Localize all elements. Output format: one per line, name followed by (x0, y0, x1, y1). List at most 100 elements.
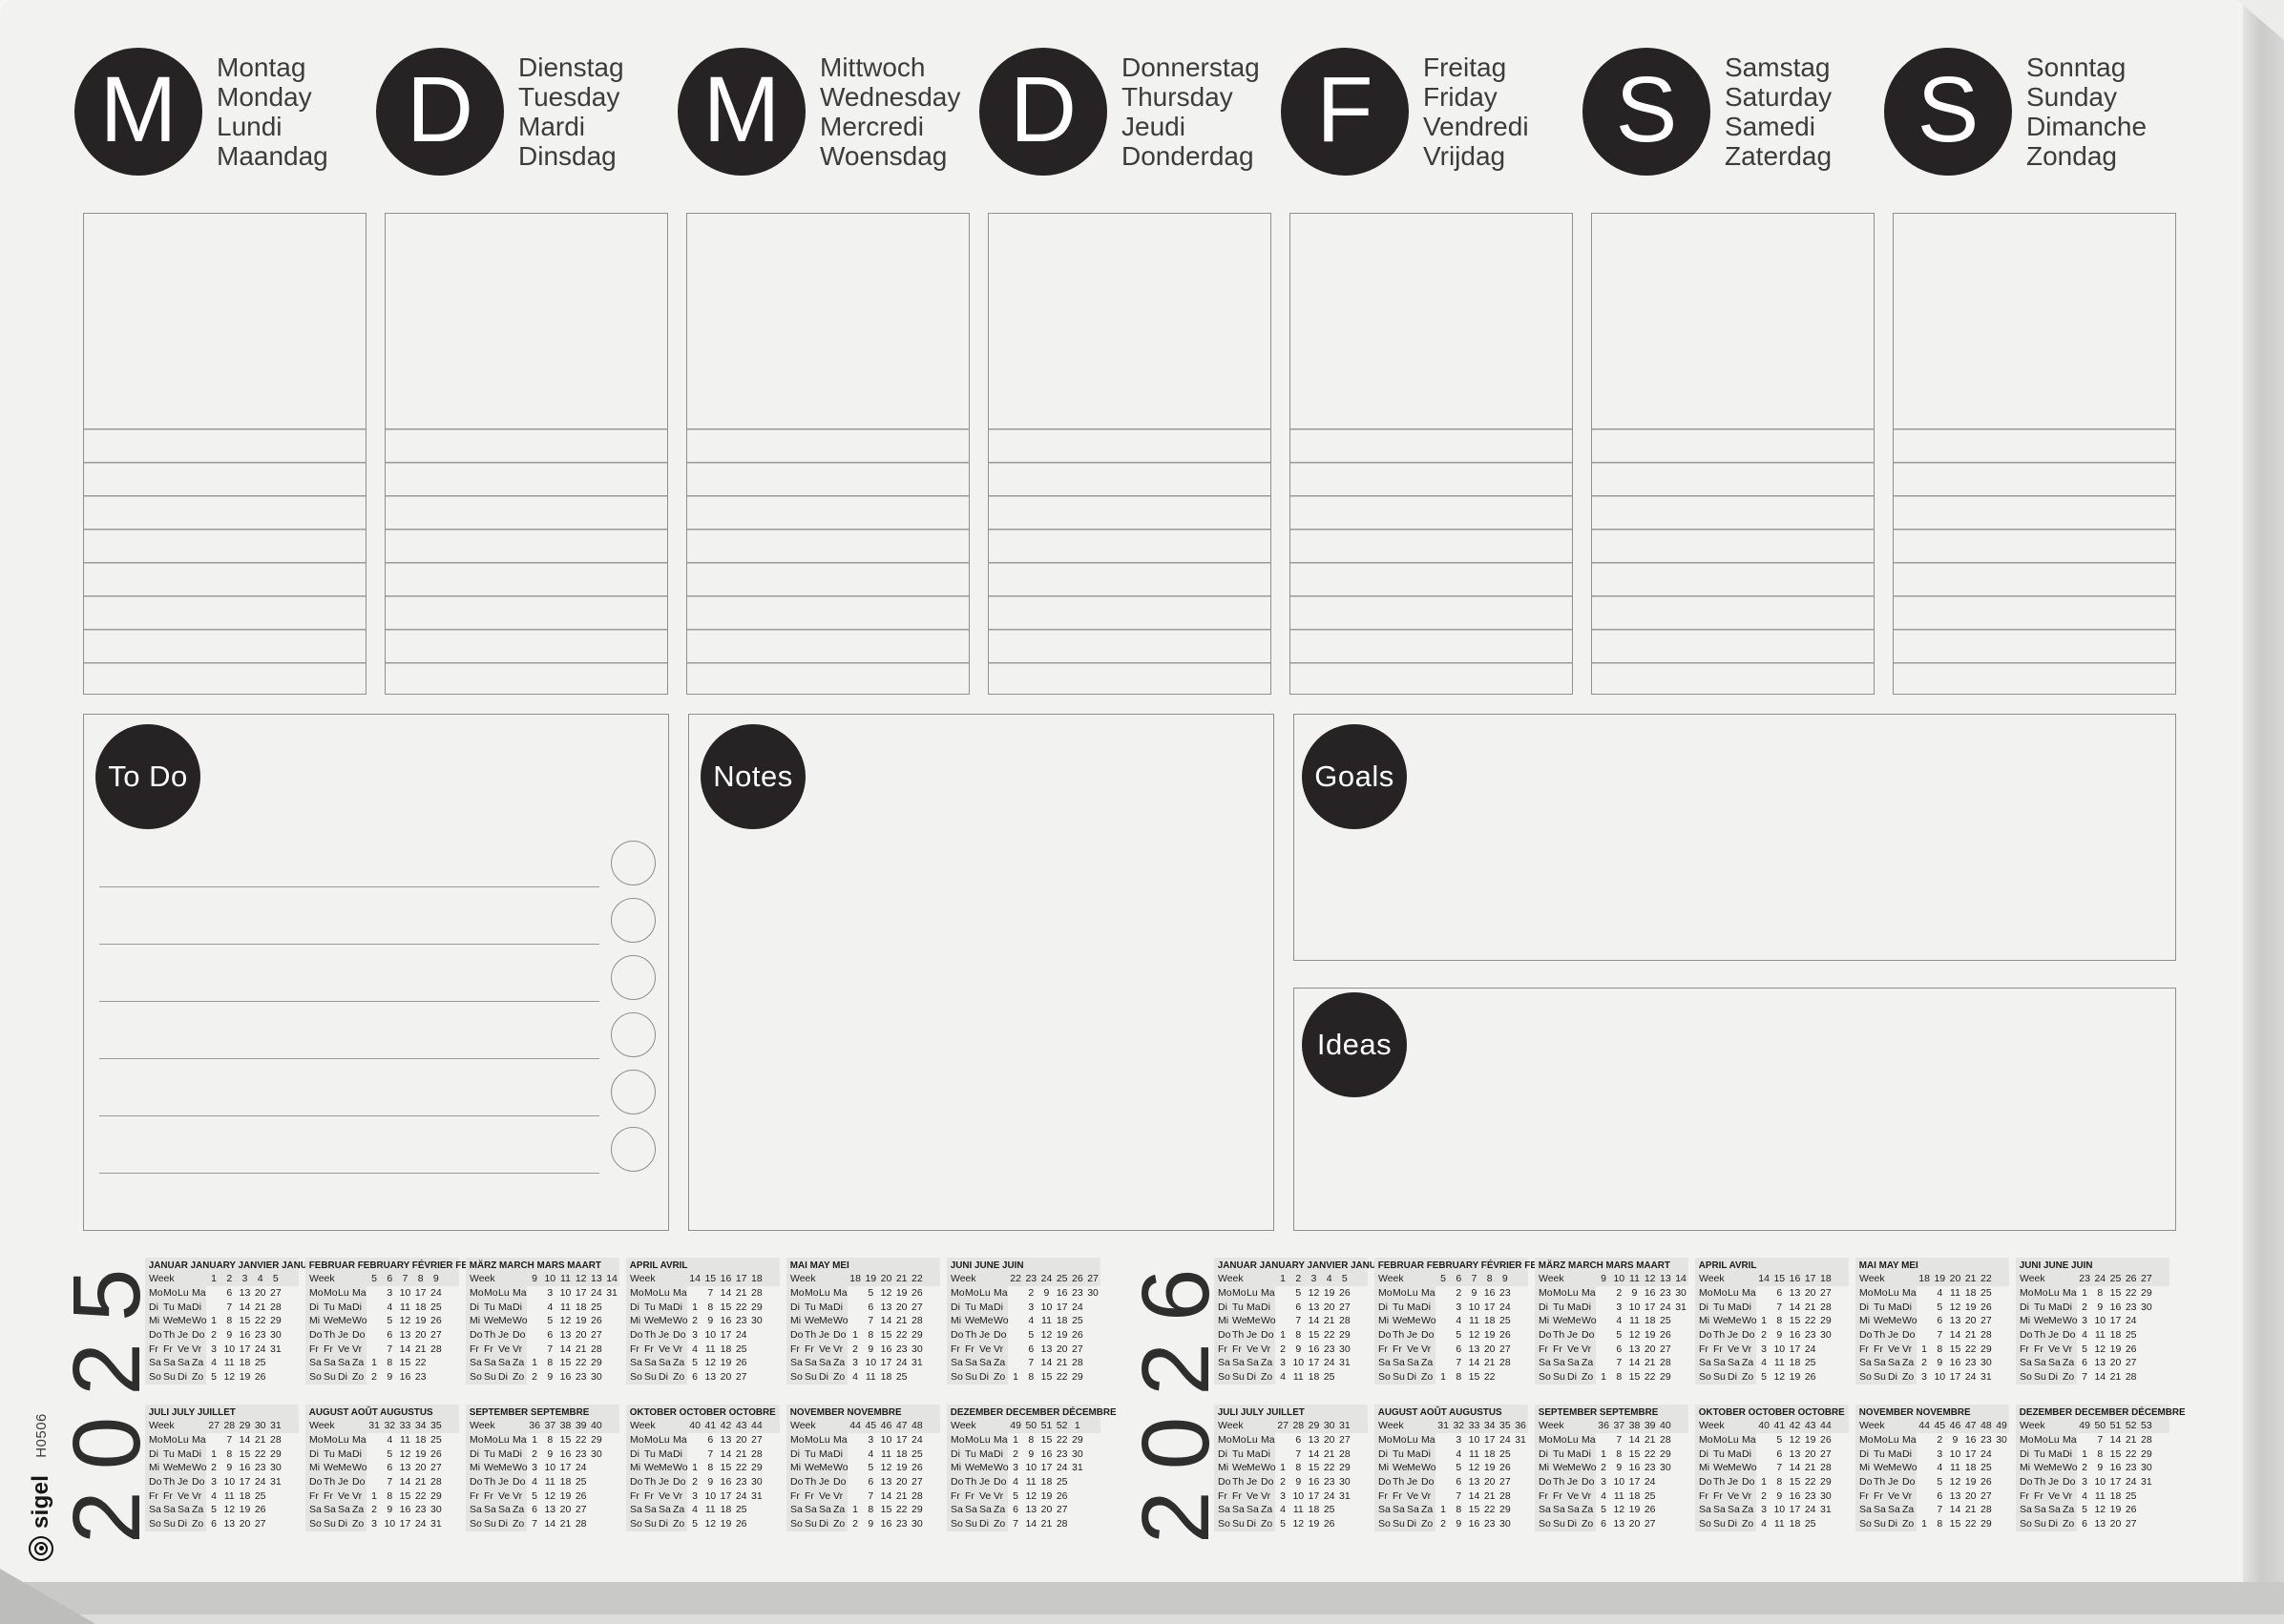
day-number: 5 (1601, 1504, 1607, 1516)
sigel-logo-icon (29, 1536, 53, 1561)
day-number: 12 (544, 1489, 556, 1502)
day-abbrev: Mo (163, 1287, 178, 1299)
day-number: 24 (1804, 1343, 1816, 1355)
day-number: 19 (1789, 1371, 1801, 1384)
day-number: 23 (1804, 1489, 1816, 1502)
todo-checkbox-circle[interactable] (611, 955, 656, 1000)
week-number: 36 (1515, 1420, 1526, 1431)
year-label-2025: 2025 (53, 1247, 160, 1544)
day-column-tuesday[interactable] (385, 213, 668, 695)
day-number: 7 (532, 1518, 538, 1530)
day-number: 21 (1644, 1357, 1656, 1369)
day-abbrev: Ma (1742, 1287, 1756, 1299)
day-abbrev: Tu (644, 1447, 656, 1460)
todo-line[interactable] (99, 944, 599, 945)
week-number: 5 (371, 1273, 378, 1284)
day-abbrev: Ma (1728, 1447, 1742, 1460)
day-number: 4 (387, 1434, 393, 1446)
todo-checkbox-circle[interactable] (611, 1070, 656, 1114)
calendar-day-row: Mi We Me Wo 1 8 15 22 29 (1214, 1461, 1368, 1476)
day-number: 9 (1952, 1434, 1959, 1446)
todo-line[interactable] (99, 1173, 599, 1174)
day-number: 19 (1483, 1462, 1496, 1474)
day-number (589, 1475, 604, 1489)
day-number: 20 (1644, 1343, 1656, 1355)
day-number: 23 (1323, 1343, 1335, 1355)
day-abbrev: Mo (2034, 1434, 2048, 1446)
day-abbrev: Mo (470, 1287, 484, 1299)
calendar-day-row: So Su Di Zo 4 11 18 25 (786, 1370, 940, 1385)
todo-line[interactable] (99, 1058, 599, 1059)
day-row-labels: Do Th Je Do (305, 1475, 367, 1489)
day-number: 31 (1515, 1434, 1526, 1446)
day-number: 7 (1616, 1434, 1623, 1446)
day-number: 5 (1937, 1476, 1943, 1489)
day-number (1085, 1314, 1100, 1328)
calendar-day-row: Do Th Je Do 4 11 18 25 (2016, 1328, 2169, 1343)
calendar-day-row: Sa Sa Sa Za 3 10 17 24 31 (786, 1356, 940, 1371)
day-number: 29 (1339, 1462, 1351, 1474)
day-abbrev: Th (644, 1329, 657, 1342)
day-abbrev: Je (498, 1476, 510, 1489)
day-number: 20 (559, 1504, 572, 1516)
day-number: 27 (1499, 1343, 1511, 1355)
day-row-labels: Do Th Je Do (1535, 1328, 1596, 1343)
day-abbrev: Ve (1407, 1489, 1419, 1502)
week-number: 31 (1437, 1420, 1449, 1431)
day-row-labels: Mi We Me Wo (305, 1314, 367, 1329)
day-abbrev: Su (1232, 1518, 1245, 1530)
day-number (1513, 1503, 1528, 1517)
day-number: 11 (1469, 1447, 1479, 1460)
weekday-name: Samedi (1725, 112, 1815, 141)
day-number: 10 (223, 1343, 236, 1355)
todo-line[interactable] (99, 1001, 599, 1002)
todo-line[interactable] (99, 886, 599, 887)
day-abbrev: Ma (338, 1447, 352, 1460)
ideas-section[interactable]: Ideas (1293, 988, 2176, 1231)
notes-section[interactable]: Notes (688, 714, 1274, 1231)
day-column-wednesday[interactable] (686, 213, 970, 695)
day-column-saturday[interactable] (1591, 213, 1875, 695)
day-abbrev: So (309, 1371, 322, 1384)
day-column-thursday[interactable] (988, 213, 1271, 695)
day-abbrev: Di (979, 1371, 989, 1384)
todo-checkbox-circle[interactable] (611, 898, 656, 943)
day-abbrev: Sa (1713, 1357, 1726, 1369)
todo-line[interactable] (99, 1115, 599, 1116)
week-number-row: Week 44 45 46 47 48 (786, 1419, 940, 1433)
day-number: 13 (1040, 1343, 1053, 1355)
calendar-day-row: Mo Mo Lu Ma 5 12 19 26 (786, 1286, 940, 1301)
day-number: 2 (2082, 1462, 2088, 1474)
day-column-sunday[interactable] (1893, 213, 2176, 695)
day-number: 30 (2141, 1301, 2152, 1313)
day-abbrev: Vr (994, 1343, 1004, 1355)
day-abbrev: Za (1261, 1357, 1273, 1369)
day-number: 8 (387, 1357, 393, 1369)
todo-checkbox-circle[interactable] (611, 841, 656, 885)
day-row-labels: Sa Sa Sa Za (786, 1356, 848, 1371)
day-abbrev: Sa (470, 1504, 482, 1516)
day-abbrev: Di (1261, 1447, 1270, 1460)
day-row-labels: Mi We Me Wo (1214, 1314, 1276, 1329)
day-column-friday[interactable] (1289, 213, 1573, 695)
day-number (268, 1517, 283, 1531)
day-number: 16 (880, 1518, 892, 1530)
day-row-labels: Mi We Me Wo (1855, 1461, 1917, 1476)
todo-checkbox-circle[interactable] (611, 1127, 656, 1172)
day-column-monday[interactable] (83, 213, 367, 695)
day-number: 8 (226, 1315, 233, 1327)
day-number: 8 (2097, 1287, 2104, 1299)
day-number: 25 (2125, 1489, 2137, 1502)
day-number (1008, 1314, 1023, 1328)
todo-section[interactable]: To Do (83, 714, 669, 1231)
calendar-day-row: Mi We Me Wo 7 14 21 28 (1214, 1314, 1368, 1329)
day-number: 11 (1950, 1287, 1960, 1299)
day-number: 24 (2125, 1315, 2137, 1327)
goals-section[interactable]: Goals (1293, 714, 2176, 961)
day-number (1435, 1328, 1451, 1343)
day-abbrev: Zo (1421, 1518, 1434, 1530)
day-abbrev: So (1539, 1371, 1551, 1384)
todo-checkbox-circle[interactable] (611, 1012, 656, 1057)
day-number (1085, 1356, 1100, 1370)
day-number: 22 (575, 1357, 587, 1369)
